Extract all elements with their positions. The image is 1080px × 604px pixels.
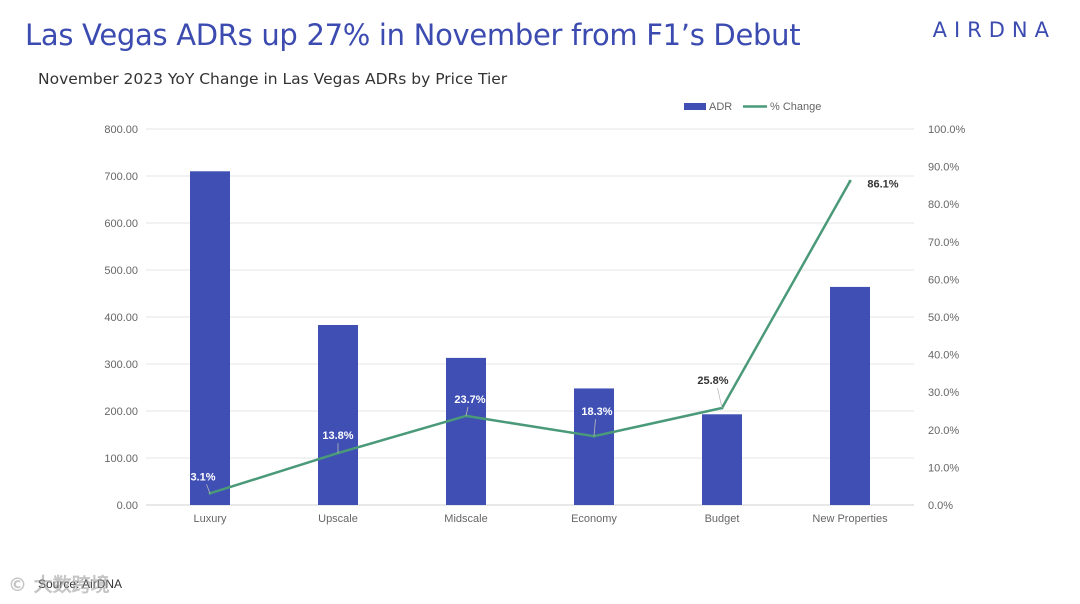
y-right-tick-label: 70.0% bbox=[928, 237, 959, 249]
label-leader-line bbox=[593, 419, 596, 437]
x-category-label: Midscale bbox=[444, 513, 487, 525]
y-right-tick-label: 90.0% bbox=[928, 162, 959, 174]
y-left-tick-label: 100.00 bbox=[104, 453, 138, 465]
data-label-pct: 25.8% bbox=[697, 375, 728, 387]
label-leader-line bbox=[465, 406, 469, 416]
x-category-label: Upscale bbox=[318, 513, 358, 525]
chart-title: November 2023 YoY Change in Las Vegas AD… bbox=[38, 70, 508, 88]
y-left-tick-label: 200.00 bbox=[104, 406, 138, 418]
bar-adr bbox=[830, 286, 870, 505]
x-category-label: Luxury bbox=[193, 513, 227, 525]
line-point bbox=[848, 179, 852, 183]
bar-adr bbox=[190, 171, 230, 506]
watermark: © 大数跨境 bbox=[8, 574, 110, 596]
line-pct-change bbox=[209, 180, 852, 495]
gridlines bbox=[146, 128, 914, 506]
y-left-tick-label: 600.00 bbox=[104, 218, 138, 230]
y-left-tick-label: 500.00 bbox=[104, 265, 138, 277]
y-right-tick-label: 100.0% bbox=[928, 124, 966, 136]
data-label-pct: 86.1% bbox=[867, 178, 898, 190]
source-note: Source: AirDNA bbox=[38, 577, 123, 591]
legend-change-label: % Change bbox=[770, 101, 821, 113]
y-left-tick-label: 400.00 bbox=[104, 312, 138, 324]
page-title: Las Vegas ADRs up 27% in November from F… bbox=[25, 18, 801, 52]
bar-adr bbox=[702, 414, 742, 505]
label-leader-line bbox=[717, 387, 723, 409]
airdna-logo: AIRDNA bbox=[932, 18, 1056, 42]
y-left-tick-label: 0.00 bbox=[117, 500, 138, 512]
y-right-tick-label: 50.0% bbox=[928, 312, 959, 324]
x-category-label: Economy bbox=[571, 513, 617, 525]
y-right-tick-label: 0.0% bbox=[928, 500, 953, 512]
bar-adr bbox=[446, 357, 486, 505]
bar-adr bbox=[318, 324, 358, 505]
legend-adr-label: ADR bbox=[709, 101, 732, 113]
y-right-tick-label: 80.0% bbox=[928, 199, 959, 211]
data-label-pct: 13.8% bbox=[322, 430, 353, 442]
bar-series bbox=[190, 171, 870, 506]
y-right-tick-label: 10.0% bbox=[928, 462, 959, 474]
x-category-label: Budget bbox=[705, 513, 740, 525]
axes: 0.00 100.00 200.00 300.00 400.00 500.00 600.00… bbox=[104, 124, 965, 525]
x-category-label: New Properties bbox=[812, 513, 888, 525]
y-left-tick-label: 300.00 bbox=[104, 359, 138, 371]
y-left-tick-label: 700.00 bbox=[104, 171, 138, 183]
y-right-tick-label: 60.0% bbox=[928, 274, 959, 286]
data-labels: 3.1% 13.8% 23.7% 18.3% 25.8% 86.1% bbox=[190, 178, 899, 494]
y-right-tick-label: 30.0% bbox=[928, 387, 959, 399]
legend-adr-swatch bbox=[684, 103, 706, 110]
line-series bbox=[208, 179, 852, 495]
y-right-tick-label: 20.0% bbox=[928, 425, 959, 437]
data-label-pct: 3.1% bbox=[190, 471, 215, 483]
bar-adr bbox=[574, 388, 614, 505]
y-left-tick-label: 800.00 bbox=[104, 124, 138, 136]
y-right-tick-label: 40.0% bbox=[928, 350, 959, 362]
data-label-pct: 18.3% bbox=[581, 406, 612, 418]
label-leader-line bbox=[206, 484, 211, 494]
legend: ADR % Change bbox=[684, 101, 821, 113]
data-label-pct: 23.7% bbox=[454, 394, 485, 406]
